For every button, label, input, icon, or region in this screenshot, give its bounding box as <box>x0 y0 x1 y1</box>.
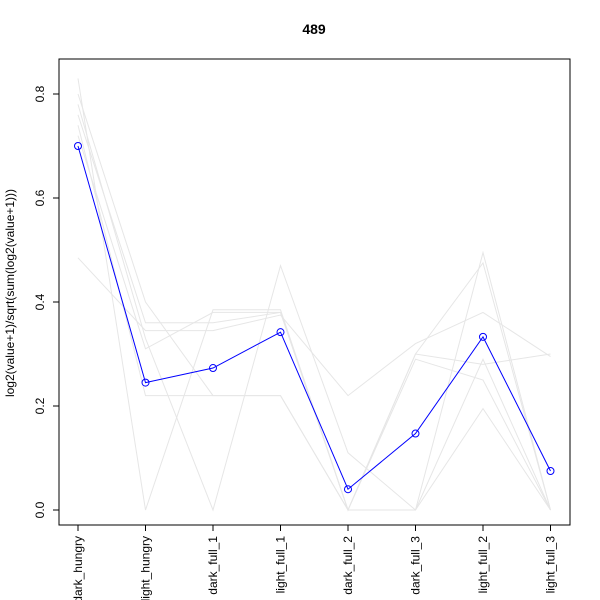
x-tick-label: light_hungry <box>139 536 153 600</box>
y-axis-label: log2(value+1)/sqrt(sum(log2(value+1))) <box>3 189 17 397</box>
background-line-6 <box>78 258 551 396</box>
y-tick-label: 0.0 <box>33 501 47 518</box>
x-tick-label: light_full_2 <box>476 536 490 594</box>
y-tick-label: 0.6 <box>33 189 47 206</box>
x-tick-label: light_full_3 <box>544 536 558 594</box>
x-tick-label: dark_full_2 <box>341 536 355 595</box>
chart-title: 489 <box>302 21 326 37</box>
y-tick-label: 0.8 <box>33 85 47 102</box>
background-line-2 <box>78 94 551 510</box>
background-line-4 <box>78 115 551 510</box>
x-tick-label: dark_full_1 <box>206 536 220 595</box>
x-tick-label: dark_hungry <box>71 536 85 600</box>
series-line-1 <box>78 146 551 489</box>
x-tick-label: light_full_1 <box>274 536 288 594</box>
x-tick-label: dark_full_3 <box>409 536 423 595</box>
y-tick-label: 0.4 <box>33 293 47 310</box>
y-tick-label: 0.2 <box>33 397 47 414</box>
background-line-5 <box>78 125 551 510</box>
background-line-1 <box>78 78 551 510</box>
